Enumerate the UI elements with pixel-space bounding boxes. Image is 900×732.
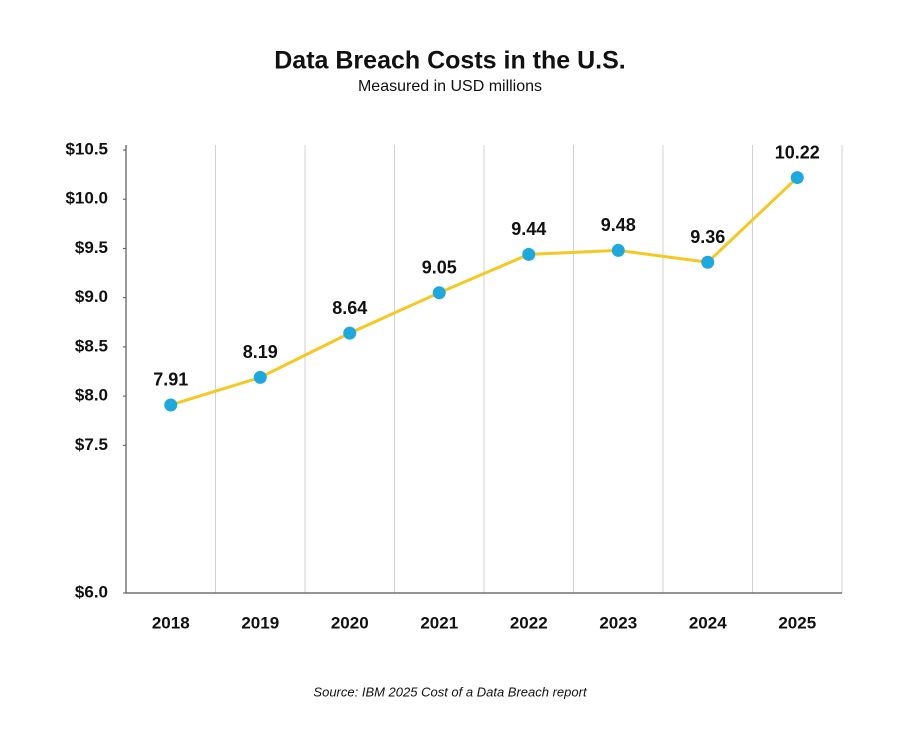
data-point xyxy=(611,243,625,257)
data-label: 9.05 xyxy=(422,257,457,277)
y-tick-label: $8.5 xyxy=(75,336,108,355)
chart-title: Data Breach Costs in the U.S. xyxy=(274,47,625,75)
data-point xyxy=(701,255,715,269)
data-point xyxy=(522,247,536,261)
data-point xyxy=(432,286,446,300)
y-tick-label: $7.5 xyxy=(75,435,108,454)
y-tick-label: $8.0 xyxy=(75,386,108,405)
x-tick-label: 2023 xyxy=(599,613,637,632)
data-label: 9.36 xyxy=(690,227,725,247)
x-tick-label: 2025 xyxy=(778,613,816,632)
data-point xyxy=(790,171,804,185)
y-tick-label: $10.0 xyxy=(65,189,108,208)
x-tick-label: 2021 xyxy=(420,613,458,632)
data-label: 9.48 xyxy=(601,215,636,235)
data-point xyxy=(164,398,178,412)
y-tick-label: $9.0 xyxy=(75,287,108,306)
y-tick-label: $10.5 xyxy=(65,139,108,158)
data-label: 8.64 xyxy=(332,298,367,318)
x-tick-label: 2024 xyxy=(689,613,727,632)
data-label: 9.44 xyxy=(511,219,546,239)
data-label: 7.91 xyxy=(153,370,188,390)
x-tick-label: 2022 xyxy=(510,613,548,632)
y-tick-label: $9.5 xyxy=(75,238,108,257)
x-tick-label: 2019 xyxy=(241,613,279,632)
y-tick-label: $6.0 xyxy=(75,582,108,601)
data-point xyxy=(343,326,357,340)
x-tick-label: 2018 xyxy=(152,613,190,632)
data-point xyxy=(253,370,267,384)
data-line xyxy=(170,176,799,407)
data-label: 10.22 xyxy=(775,142,820,162)
data-label: 8.19 xyxy=(243,342,278,362)
source-note: Source: IBM 2025 Cost of a Data Breach r… xyxy=(313,684,588,699)
chart-subtitle: Measured in USD millions xyxy=(358,78,542,95)
x-tick-label: 2020 xyxy=(331,613,369,632)
